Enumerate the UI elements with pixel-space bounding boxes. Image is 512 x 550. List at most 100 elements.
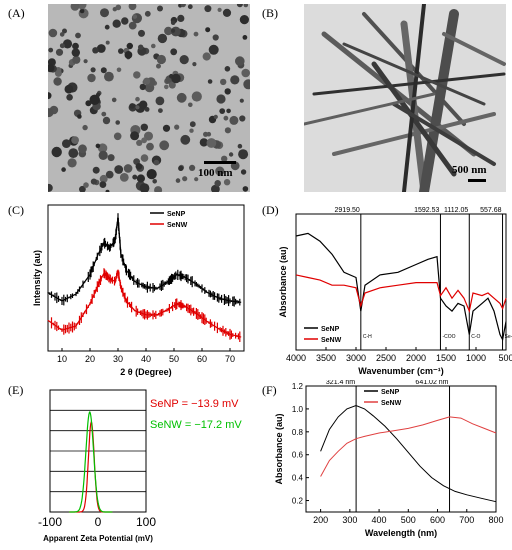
x-tick-label: 3000	[346, 353, 366, 363]
nanoparticle	[135, 96, 140, 102]
x-axis-label: Wavenumber (cm⁻¹)	[358, 366, 443, 376]
nanoparticle	[59, 43, 65, 49]
nanoparticle	[100, 8, 109, 18]
nanoparticle	[133, 71, 141, 79]
panel-label-f: (F)	[262, 383, 277, 397]
nanoparticle	[62, 28, 67, 34]
x-tick-label: 800	[488, 515, 503, 525]
nanoparticle	[71, 136, 79, 145]
legend-label: SeNP	[381, 389, 400, 396]
nanoparticle	[48, 47, 54, 53]
y-tick-label: 1.0	[292, 405, 304, 414]
nanoparticle	[128, 4, 137, 11]
x-axis-label: 2 θ (Degree)	[120, 367, 171, 377]
nanoparticle	[235, 56, 245, 66]
nanoparticle	[96, 44, 106, 53]
y-tick-label: 0.6	[292, 451, 304, 460]
nanoparticle	[192, 62, 197, 67]
nanoparticle	[140, 123, 148, 131]
nanoparticle	[236, 4, 243, 8]
series-line	[295, 274, 507, 314]
nanoparticle	[178, 165, 184, 171]
series-line	[320, 416, 497, 477]
nanoparticle	[72, 42, 79, 50]
nanoparticle	[240, 169, 247, 175]
nanowire	[321, 31, 477, 157]
nanoparticle	[189, 164, 196, 171]
nanoparticle	[153, 159, 160, 166]
annotation-label: 1592.53	[414, 207, 439, 214]
x-tick-label: 70	[225, 354, 235, 364]
x-tick-label: 3500	[316, 353, 336, 363]
nanoparticle	[215, 166, 225, 176]
nanoparticle	[139, 183, 150, 192]
nanoparticle	[154, 186, 163, 192]
x-tick-label: 300	[342, 515, 357, 525]
nanoparticle	[105, 40, 110, 45]
nanoparticle	[164, 26, 173, 36]
x-tick-label: 600	[430, 515, 445, 525]
nanoparticle	[243, 79, 250, 90]
nanoparticle	[92, 166, 100, 174]
nanoparticle	[82, 124, 88, 131]
nanoparticle	[208, 44, 219, 55]
nanoparticle	[170, 48, 178, 56]
nanoparticle	[100, 67, 107, 74]
nanoparticle	[206, 131, 212, 137]
nanoparticle	[138, 29, 145, 37]
nanoparticle	[51, 146, 62, 158]
nanoparticle	[67, 158, 77, 168]
x-tick-label: -100	[38, 515, 62, 529]
nanoparticle	[241, 68, 250, 78]
scalebar-label-a: 100 nm	[198, 167, 233, 179]
x-tick-label: 500	[498, 353, 512, 363]
nanoparticle	[87, 73, 96, 83]
nanowire	[342, 42, 486, 106]
nanoparticle	[126, 42, 133, 50]
plot-frame	[305, 385, 497, 513]
nanoparticle	[242, 35, 248, 40]
nanoparticle	[156, 63, 161, 69]
nanoparticle	[144, 10, 151, 17]
nanoparticle	[207, 79, 213, 84]
nanoparticle	[223, 179, 231, 186]
nanoparticle	[146, 142, 154, 151]
nanoparticle	[53, 77, 62, 86]
nanoparticle	[180, 134, 191, 145]
plot-frame	[295, 213, 507, 351]
nanoparticle	[115, 4, 122, 11]
x-tick-label: 1000	[466, 353, 486, 363]
annotation-label: 321.4 nm	[326, 380, 355, 386]
nanoparticle	[112, 19, 121, 28]
nanoparticle	[146, 169, 157, 180]
panel-label-d: (D)	[262, 203, 279, 217]
nanoparticle	[98, 150, 108, 160]
nanoparticle	[206, 138, 217, 148]
nanoparticle	[107, 154, 115, 162]
x-tick-label: 30	[113, 354, 123, 364]
nanoparticle	[221, 155, 228, 162]
scalebar-b	[468, 179, 486, 182]
nanoparticle	[99, 174, 108, 183]
nanoparticle	[237, 143, 243, 149]
x-tick-label: 4000	[286, 353, 306, 363]
nanoparticle	[168, 81, 176, 89]
nanoparticle	[95, 143, 101, 149]
xrd-chart: 10 20 30 40 50 60 70 2 θ (Degree) Intensity (au)…	[32, 204, 245, 377]
nanowire	[332, 112, 496, 156]
nanoparticle	[159, 140, 170, 151]
nanoparticle	[130, 131, 140, 141]
nanoparticle	[226, 108, 231, 114]
x-tick-label: 100	[136, 515, 156, 529]
series-line	[47, 217, 242, 303]
series-line	[69, 420, 113, 513]
nanoparticle	[102, 116, 111, 125]
nanoparticle	[239, 15, 249, 25]
nanoparticle	[83, 182, 89, 188]
y-tick-label: 0.2	[292, 497, 304, 506]
scalebar-label-b: 500 nm	[452, 164, 487, 176]
nanoparticle	[239, 115, 246, 122]
x-tick-label: 1500	[436, 353, 456, 363]
nanoparticle	[132, 174, 138, 180]
annotation-label: 2919.50	[335, 207, 360, 214]
